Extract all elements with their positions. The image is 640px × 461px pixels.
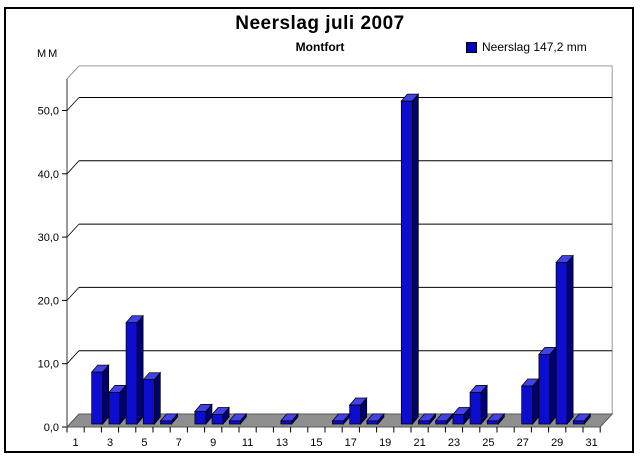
bar-day-8: [194, 410, 207, 425]
bar-day-29: [555, 262, 568, 425]
x-tick-label: 17: [345, 437, 357, 449]
y-tick-label: 40,0: [38, 169, 59, 181]
bar-side-day-28: [549, 346, 557, 426]
legend-label: Neerslag 147,2 mm: [482, 40, 587, 54]
x-tick-label: 29: [551, 437, 563, 449]
x-tick-label: 27: [517, 437, 529, 449]
bar-day-24: [469, 391, 482, 425]
x-tick-label: 9: [210, 437, 216, 449]
x-tick-label: 13: [276, 437, 288, 449]
bar-day-20: [400, 100, 413, 425]
y-tick-depth-connector: [66, 350, 80, 364]
x-tick-label: 5: [141, 437, 147, 449]
chart-title: Neerslag juli 2007: [235, 13, 405, 34]
y-axis-title: MM: [37, 48, 60, 60]
bar-side-day-2: [102, 364, 110, 426]
bar-day-13: [280, 420, 293, 425]
y-tick-depth-connector: [66, 97, 80, 111]
bar-day-9: [211, 414, 224, 425]
bar-day-18: [366, 420, 379, 425]
y-tick-label: 10,0: [38, 359, 59, 371]
x-tick-label: 3: [107, 437, 113, 449]
x-tick-label: 7: [176, 437, 182, 449]
bar-day-30: [572, 420, 585, 425]
wall-top-left-diagonal: [66, 65, 80, 80]
x-tick-label: 23: [448, 437, 460, 449]
x-tick-label: 31: [585, 437, 597, 449]
y-tick-label: 0,0: [44, 422, 59, 434]
bar-day-3: [108, 391, 121, 425]
x-tick-label: 21: [413, 437, 425, 449]
legend: Neerslag 147,2 mm: [466, 40, 587, 54]
x-tick-label: 19: [379, 437, 391, 449]
bar-day-10: [228, 420, 241, 425]
bar-day-27: [521, 385, 534, 425]
bar-day-17: [349, 404, 362, 425]
chart-subtitle: Montfort: [295, 40, 345, 54]
bar-side-day-20: [411, 93, 419, 426]
bar-side-day-4: [136, 314, 144, 426]
bar-day-23: [452, 414, 465, 425]
bar-day-28: [538, 353, 551, 425]
bar-day-21: [418, 420, 430, 425]
y-tick-depth-connector: [66, 223, 80, 238]
bar-day-6: [160, 420, 172, 425]
x-tick-label: 25: [482, 437, 494, 449]
x-tick-label: 11: [242, 437, 253, 449]
bar-side-day-29: [566, 254, 574, 426]
bar-day-4: [125, 322, 138, 425]
bar-side-day-27: [532, 378, 540, 426]
legend-marker-icon: [466, 41, 477, 53]
x-tick-label: 15: [310, 437, 322, 449]
y-tick-depth-connector: [66, 287, 80, 301]
x-tick-label: 1: [73, 437, 79, 449]
y-tick-label: 30,0: [38, 232, 59, 244]
bar-day-2: [91, 371, 104, 425]
bar-side-day-5: [153, 371, 161, 426]
bar-day-25: [486, 420, 499, 425]
y-tick-label: 50,0: [38, 106, 59, 118]
bar-day-5: [142, 379, 155, 425]
chart-border-frame: [4, 7, 634, 453]
y-tick-label: 20,0: [38, 295, 59, 307]
y-tick-depth-connector: [66, 160, 80, 175]
bar-day-16: [332, 420, 344, 425]
bar-day-22: [435, 420, 448, 425]
